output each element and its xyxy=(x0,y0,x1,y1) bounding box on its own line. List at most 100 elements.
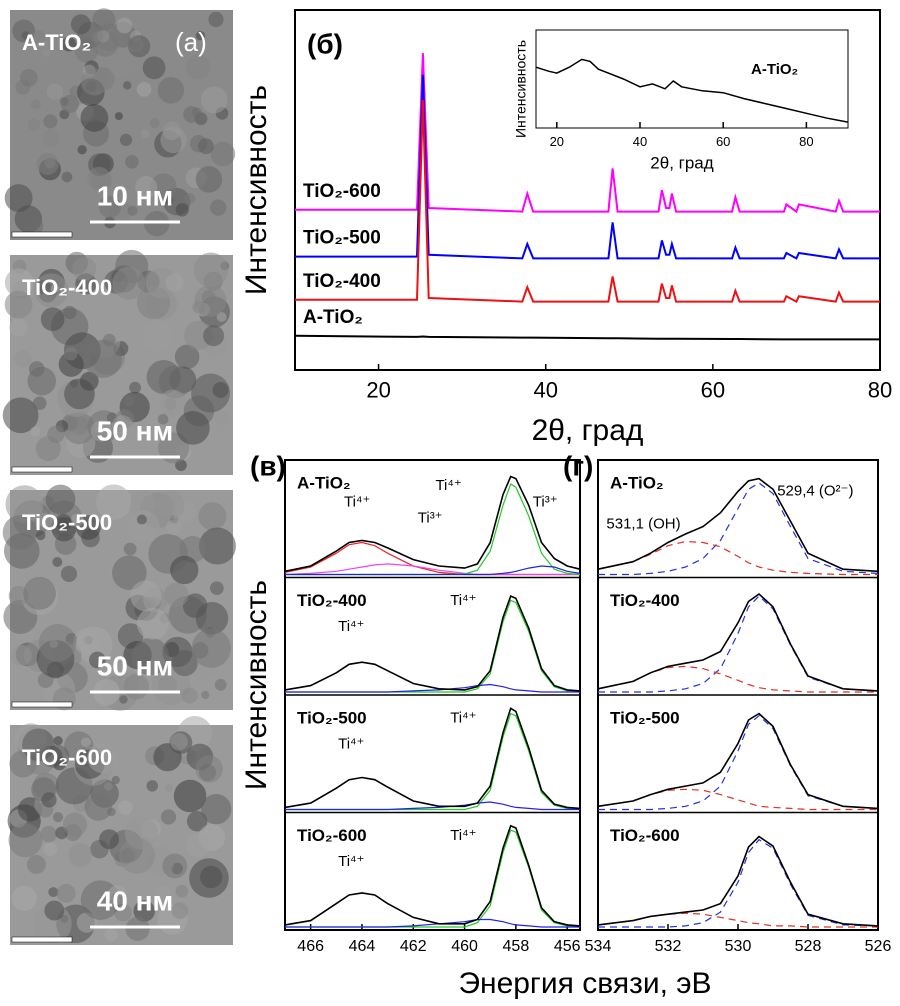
particle xyxy=(186,811,208,832)
particle xyxy=(155,885,171,900)
particle xyxy=(84,793,113,821)
particle xyxy=(83,339,122,378)
particle xyxy=(104,782,113,791)
x-tick-label: 528 xyxy=(795,938,822,955)
particle xyxy=(149,118,160,129)
particle xyxy=(44,900,65,921)
data-line xyxy=(285,565,581,576)
scale-label: 40 нм xyxy=(97,885,174,916)
data-line xyxy=(597,665,878,693)
particle xyxy=(52,812,64,823)
particle xyxy=(109,56,131,78)
particle xyxy=(156,491,185,520)
particle xyxy=(45,484,76,515)
particle xyxy=(164,195,174,205)
particle xyxy=(63,305,77,320)
particle xyxy=(160,809,177,825)
panel-label: (в) xyxy=(250,450,286,481)
particle xyxy=(117,800,133,816)
particle xyxy=(63,347,78,361)
particle xyxy=(5,485,44,524)
particle xyxy=(73,628,100,654)
particle xyxy=(116,17,133,34)
particle xyxy=(166,519,182,536)
data-line xyxy=(597,835,879,927)
series-label: A-TiO₂ xyxy=(303,307,363,328)
particle xyxy=(59,97,69,106)
particle xyxy=(127,205,138,216)
particle xyxy=(107,807,116,817)
particle xyxy=(214,678,227,691)
particle xyxy=(195,602,229,635)
particle xyxy=(77,145,87,155)
peak-annotation: Ti³⁺ xyxy=(533,493,558,510)
particle xyxy=(30,426,41,437)
x-tick-label: 80 xyxy=(868,377,892,402)
series-label: TiO₂-500 xyxy=(303,228,381,249)
particle xyxy=(36,152,59,175)
data-line xyxy=(284,824,581,927)
subplot-label: A-TiO₂ xyxy=(297,473,351,492)
particle xyxy=(41,129,60,147)
particle xyxy=(181,687,198,704)
particle xyxy=(80,104,109,132)
particle xyxy=(61,36,77,52)
particle xyxy=(185,54,211,80)
particle xyxy=(131,637,170,676)
particle xyxy=(216,312,227,322)
particle xyxy=(50,284,60,293)
x-tick-label: 458 xyxy=(503,938,530,955)
particle xyxy=(130,580,162,612)
data-line xyxy=(597,712,879,810)
particle xyxy=(42,49,51,58)
particle xyxy=(70,14,91,35)
particle xyxy=(136,82,152,97)
peak-annotation: Ti⁴⁺ xyxy=(338,853,364,870)
data-line xyxy=(284,707,581,810)
data-line xyxy=(284,475,581,573)
peak-annotation: 529,4 (O²⁻) xyxy=(777,483,853,500)
particle xyxy=(47,425,65,443)
particle xyxy=(119,837,155,874)
particle xyxy=(31,29,46,44)
data-line xyxy=(597,477,879,573)
subplot-label: A-TiO₂ xyxy=(610,473,664,492)
particle xyxy=(164,582,189,608)
data-line xyxy=(285,599,581,693)
particle xyxy=(195,755,223,783)
particle xyxy=(125,916,150,941)
particle xyxy=(22,728,55,762)
particle xyxy=(144,210,170,237)
particle xyxy=(165,273,184,292)
particle xyxy=(184,192,196,204)
particle xyxy=(32,396,47,411)
particle xyxy=(4,290,33,319)
particle xyxy=(49,639,59,649)
particle xyxy=(164,397,177,411)
panel-label: (г) xyxy=(563,450,593,481)
scale-strip xyxy=(11,231,73,238)
scale-strip xyxy=(11,701,73,708)
particle xyxy=(107,885,128,905)
particle xyxy=(203,325,225,347)
particle xyxy=(191,373,231,413)
particle xyxy=(43,114,58,129)
particle xyxy=(164,783,173,792)
particle xyxy=(208,11,224,28)
particle xyxy=(112,555,147,591)
peak-annotation: Ti⁴⁺ xyxy=(435,477,461,494)
particle xyxy=(128,489,157,518)
particle xyxy=(43,842,58,857)
particle xyxy=(198,502,227,531)
particle xyxy=(72,256,97,281)
peak-annotation: Ti⁴⁺ xyxy=(338,735,364,752)
particle xyxy=(119,133,133,147)
particle xyxy=(176,411,210,445)
particle xyxy=(104,928,118,942)
micrograph xyxy=(2,484,236,711)
image-label: TiO₂-600 xyxy=(22,745,112,770)
particle xyxy=(95,484,132,520)
particle xyxy=(4,268,34,297)
subplot-label: TiO₂-500 xyxy=(610,708,680,727)
particle xyxy=(173,779,207,813)
